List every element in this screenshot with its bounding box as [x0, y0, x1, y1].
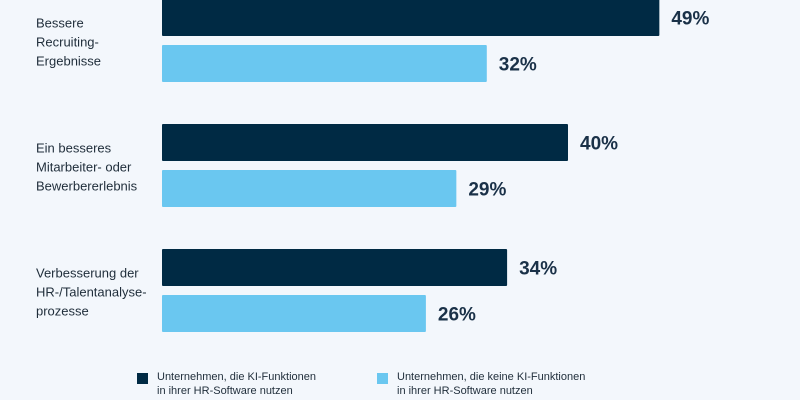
legend-item-with-ai: Unternehmen, die KI-Funktionen in ihrer …: [137, 370, 357, 398]
legend-label-line: in ihrer HR-Software nutzen: [397, 385, 533, 397]
category-label: Ergebnisse: [36, 54, 101, 69]
legend-item-without-ai: Unternehmen, die keine KI-Funktionen in …: [377, 370, 597, 398]
data-label: 32%: [499, 55, 537, 76]
category-label: Verbesserung der: [36, 266, 139, 281]
bar-without-ai: [162, 295, 426, 332]
category-label: HR-/Talentanalyse-: [36, 285, 147, 300]
legend-label-line: Unternehmen, die KI-Funktionen: [157, 371, 316, 383]
category-label: Recruiting-: [36, 35, 99, 50]
category-label: Bessere: [36, 16, 84, 31]
data-label: 40%: [580, 134, 618, 155]
bar-without-ai: [162, 45, 487, 82]
data-label: 49%: [671, 9, 709, 30]
bar-with-ai: [162, 0, 660, 36]
data-label: 34%: [519, 259, 557, 280]
legend-label-line: in ihrer HR-Software nutzen: [157, 385, 293, 397]
legend-swatch-without-ai: [377, 373, 388, 384]
bar-without-ai: [162, 170, 457, 207]
bar-with-ai: [162, 249, 508, 286]
category-label: Bewerbererlebnis: [36, 179, 138, 194]
category-label: Ein besseres: [36, 141, 112, 156]
legend-label-with-ai: Unternehmen, die KI-Funktionen in ihrer …: [157, 370, 357, 398]
data-label: 29%: [468, 180, 506, 201]
legend-label-without-ai: Unternehmen, die keine KI-Funktionen in …: [397, 370, 597, 398]
category-label: Mitarbeiter- oder: [36, 160, 132, 175]
legend: Unternehmen, die KI-Funktionen in ihrer …: [0, 370, 800, 400]
bar-chart: Bessere Recruiting- Ergebnisse 49% 32% Ein be…: [36, 0, 709, 332]
category-label: prozesse: [36, 304, 89, 319]
data-label: 26%: [438, 305, 476, 326]
bar-with-ai: [162, 124, 568, 161]
legend-label-line: Unternehmen, die keine KI-Funktionen: [397, 371, 586, 383]
legend-swatch-with-ai: [137, 373, 148, 384]
